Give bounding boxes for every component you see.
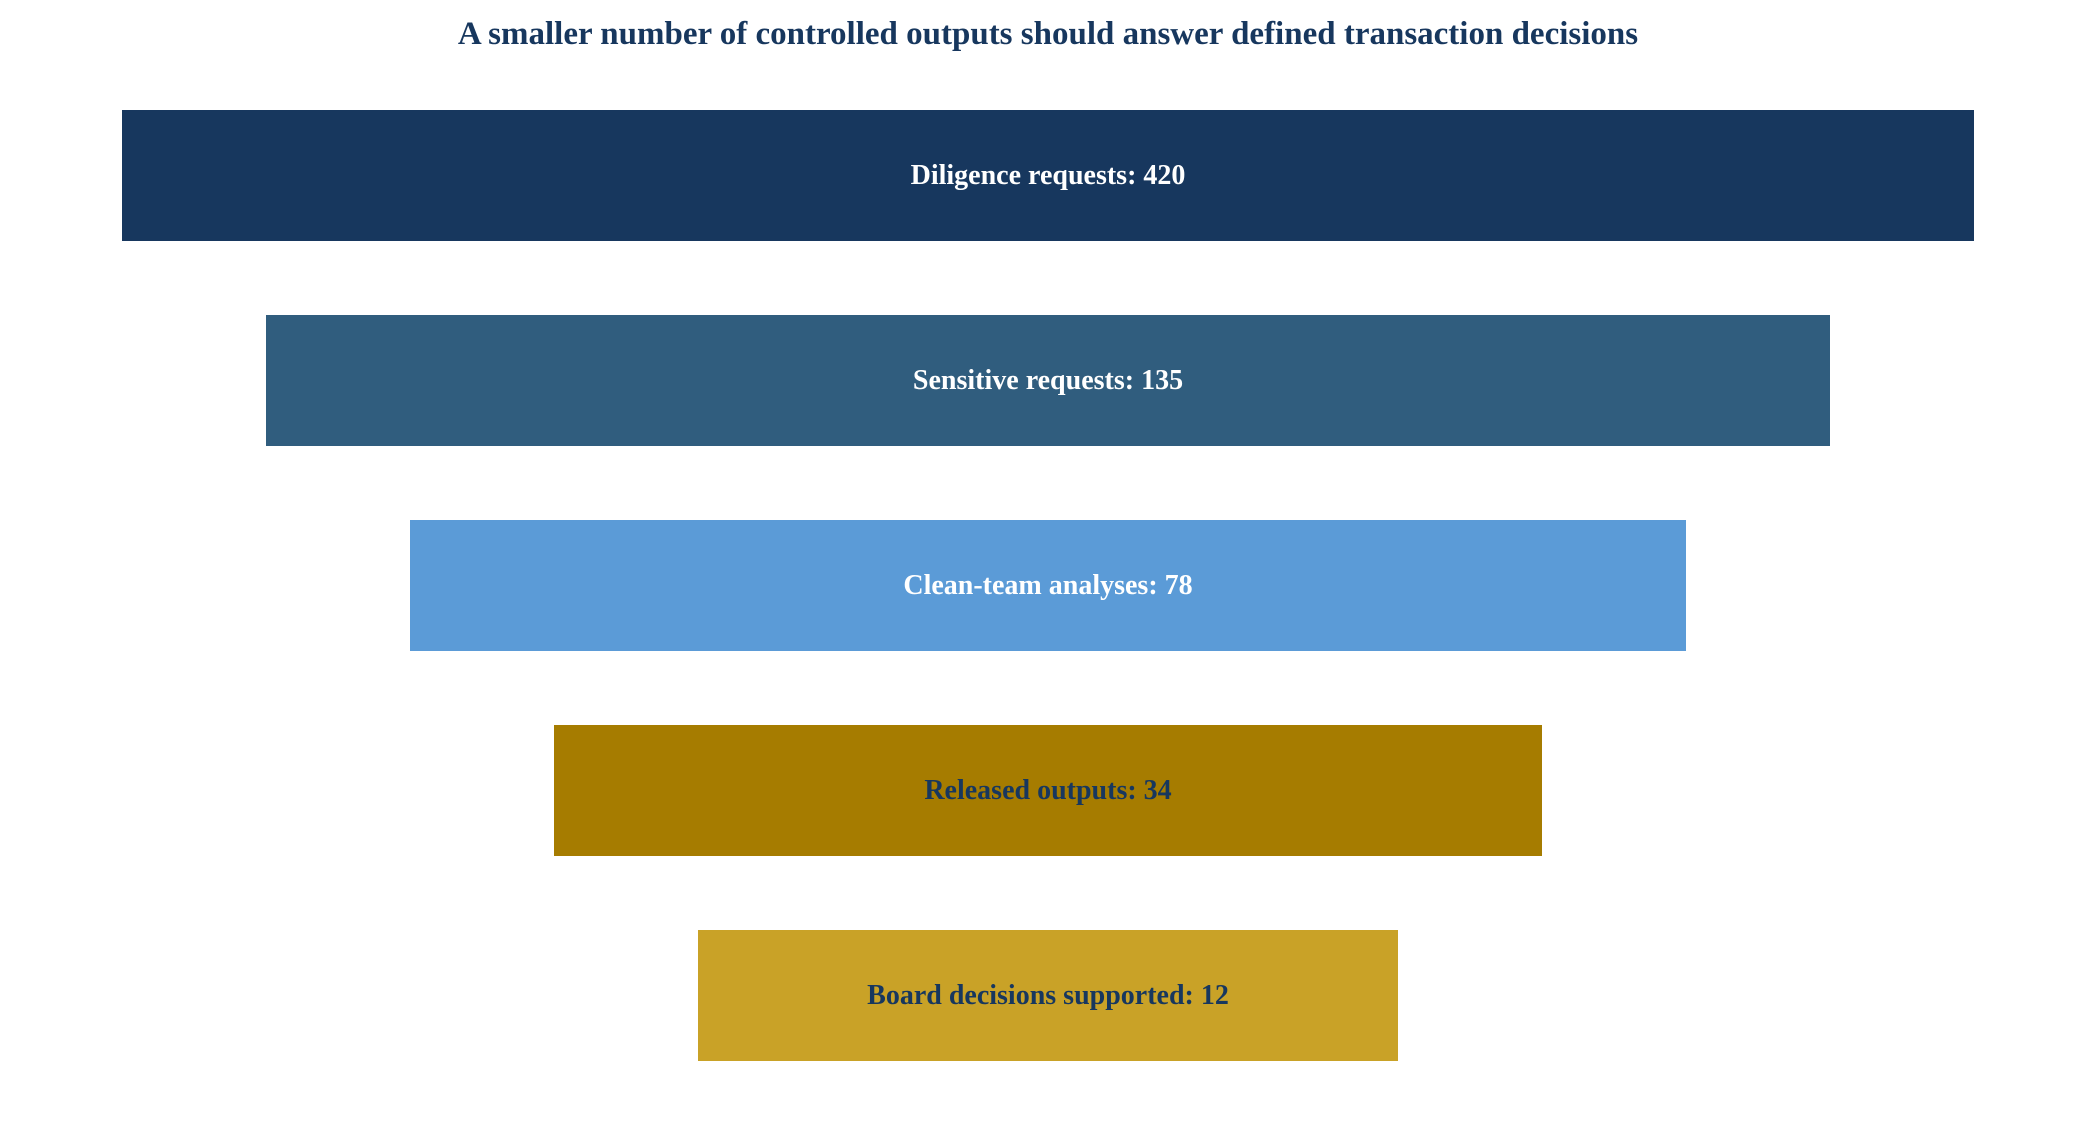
funnel-bar xyxy=(266,315,1830,446)
funnel-stage: Board decisions supported: 12 xyxy=(698,930,1398,1061)
chart-title: A smaller number of controlled outputs s… xyxy=(457,16,1639,52)
funnel-stage-label: Released outputs: 34 xyxy=(924,775,1171,806)
funnel-stage-label: Clean-team analyses: 78 xyxy=(903,570,1192,601)
funnel-stage: Clean-team analyses: 78 xyxy=(410,520,1686,651)
funnel-stage-label: Diligence requests: 420 xyxy=(911,160,1186,191)
funnel-bar xyxy=(410,520,1686,651)
funnel-stage: Released outputs: 34 xyxy=(554,725,1542,856)
funnel-stage: Sensitive requests: 135 xyxy=(266,315,1830,446)
funnel-bar xyxy=(554,725,1542,856)
funnel-bar xyxy=(698,930,1398,1061)
funnel-stage: Diligence requests: 420 xyxy=(122,110,1974,241)
funnel-stage-label: Board decisions supported: 12 xyxy=(867,980,1229,1011)
funnel-stage-label: Sensitive requests: 135 xyxy=(913,365,1183,396)
funnel-bar xyxy=(122,110,1974,241)
